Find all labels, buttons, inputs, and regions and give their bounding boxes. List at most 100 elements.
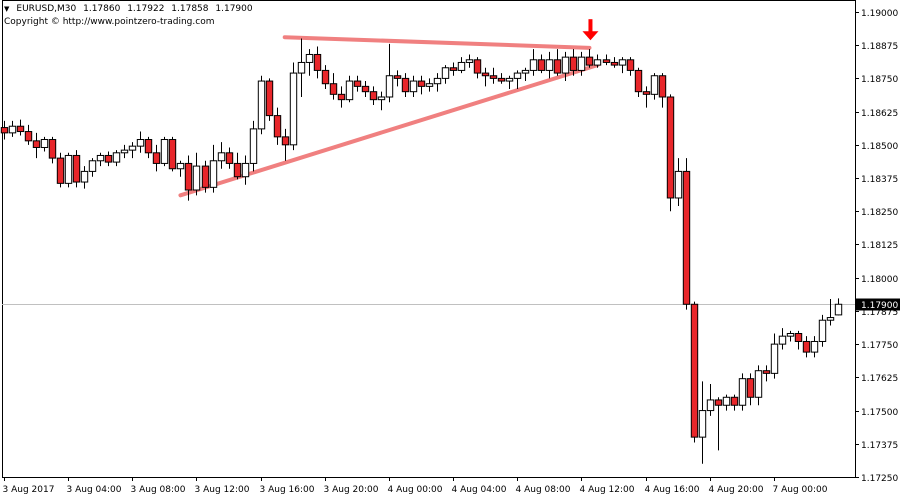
candle-body: [465, 59, 474, 63]
candle: [545, 51, 554, 79]
candle: [738, 373, 747, 411]
candle-body: [152, 152, 161, 164]
candle-body: [778, 335, 787, 345]
candle-body: [642, 91, 651, 95]
candle: [473, 57, 482, 79]
plot-frame: [2, 0, 856, 478]
candle: [281, 128, 290, 161]
y-tick-label: 1.17875: [861, 308, 898, 318]
candle-body: [802, 340, 811, 353]
sell-arrow-icon: [582, 19, 599, 41]
candle-body: [281, 136, 290, 146]
current-price-box: [856, 298, 900, 311]
candle: [762, 365, 771, 382]
symbol-label: EURUSD,M30: [16, 4, 77, 14]
candle: [321, 65, 330, 90]
candle-body: [762, 370, 771, 374]
candle: [152, 144, 161, 172]
candle-body: [746, 378, 755, 398]
x-tick-label: 4 Aug 16:00: [645, 485, 700, 495]
y-tick-label: 1.18125: [861, 241, 898, 251]
candle: [794, 330, 803, 350]
candle: [369, 86, 378, 105]
candle-body: [810, 340, 819, 353]
y-tick-label: 1.18250: [861, 208, 898, 218]
y-tick-label: 1.17750: [861, 341, 898, 351]
candle: [96, 152, 105, 167]
candle-body: [136, 139, 145, 147]
candle: [674, 158, 683, 206]
candle: [16, 119, 25, 136]
candle-body: [249, 128, 258, 164]
candle: [770, 333, 779, 379]
candle: [810, 336, 819, 358]
open-price: 1.17860: [83, 4, 121, 14]
candle: [128, 142, 137, 159]
candle: [537, 54, 546, 74]
candle: [417, 75, 426, 95]
candle-body: [682, 170, 691, 305]
trendline-lower: [178, 63, 600, 198]
candle: [593, 54, 602, 68]
current-price-label: 1.17900: [856, 298, 900, 311]
candle: [465, 54, 474, 68]
candle-body: [56, 157, 65, 184]
x-tick-label: 4 Aug 12:00: [580, 485, 635, 495]
y-tick-label: 1.17250: [861, 474, 898, 484]
candle-body: [313, 53, 322, 71]
candle-body: [321, 69, 330, 85]
candle-body: [754, 370, 763, 398]
candle: [217, 142, 226, 169]
copyright-text: Copyright © http://www.pointzero-trading…: [4, 17, 215, 27]
candle: [553, 49, 562, 76]
candle-body: [80, 170, 89, 183]
candle: [449, 62, 458, 76]
candle-body: [128, 145, 137, 151]
candle-body: [513, 72, 522, 79]
candle-body: [176, 162, 185, 170]
candle: [489, 67, 498, 84]
candle-body: [409, 80, 418, 93]
candle-body: [650, 75, 659, 95]
candle-body: [24, 131, 33, 142]
candle-body: [32, 140, 41, 148]
candle: [529, 49, 538, 76]
candle-body: [297, 61, 306, 74]
candle: [513, 70, 522, 90]
candle: [64, 152, 73, 188]
candle-body: [577, 56, 586, 71]
candle: [56, 152, 65, 188]
candle-body: [433, 77, 442, 85]
candle: [233, 152, 242, 180]
candle: [441, 65, 450, 84]
candle-body: [537, 59, 546, 71]
candle-body: [826, 317, 835, 321]
current-price-value: 1.17900: [861, 301, 898, 311]
symbol-dropdown-icon[interactable]: ▼: [4, 5, 10, 13]
candle-body: [585, 56, 594, 66]
candle-body: [369, 91, 378, 101]
candle: [690, 301, 699, 443]
candle: [40, 136, 49, 152]
candle: [120, 144, 129, 159]
candle-body: [201, 165, 210, 188]
candle: [192, 152, 201, 196]
candle: [144, 136, 153, 159]
candle: [241, 155, 250, 185]
candle-body: [489, 75, 498, 79]
y-tick-label: 1.18750: [861, 75, 898, 85]
candle: [722, 394, 731, 411]
candle: [610, 57, 619, 68]
candle-body: [377, 96, 386, 101]
candle: [658, 73, 667, 108]
candle-body: [8, 125, 17, 134]
candle-body: [505, 77, 514, 82]
candle: [618, 57, 627, 74]
candle-body: [88, 160, 97, 172]
candle-body: [730, 396, 739, 406]
candle: [521, 67, 530, 82]
candle-body: [690, 303, 699, 438]
candle-body: [714, 399, 723, 406]
candle: [88, 158, 97, 177]
